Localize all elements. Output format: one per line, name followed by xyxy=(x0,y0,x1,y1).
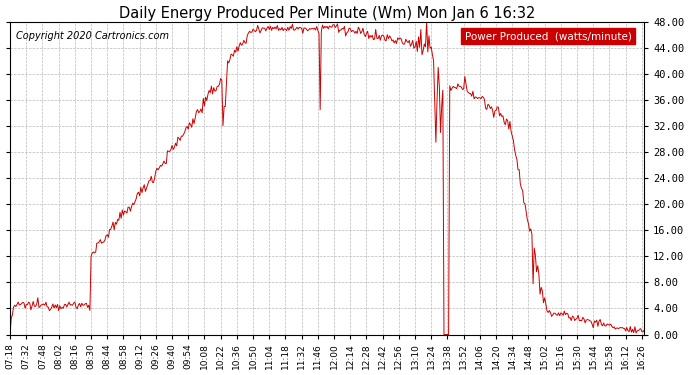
Text: Copyright 2020 Cartronics.com: Copyright 2020 Cartronics.com xyxy=(17,31,170,41)
Text: Power Produced  (watts/minute): Power Produced (watts/minute) xyxy=(464,31,631,41)
Title: Daily Energy Produced Per Minute (Wm) Mon Jan 6 16:32: Daily Energy Produced Per Minute (Wm) Mo… xyxy=(119,6,535,21)
